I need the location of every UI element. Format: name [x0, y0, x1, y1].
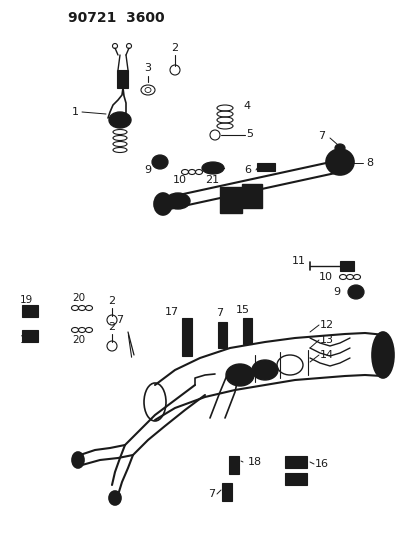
Ellipse shape: [154, 193, 172, 215]
Ellipse shape: [166, 193, 190, 209]
Ellipse shape: [335, 144, 345, 152]
Text: 15: 15: [236, 305, 250, 315]
Text: 3: 3: [145, 63, 152, 73]
Text: 7: 7: [208, 489, 216, 499]
Text: 9: 9: [333, 287, 341, 297]
Ellipse shape: [202, 162, 224, 174]
Text: 18: 18: [248, 457, 262, 467]
Text: 9: 9: [145, 165, 152, 175]
Bar: [285, 473, 307, 485]
Bar: [218, 322, 227, 348]
Bar: [22, 305, 38, 317]
Text: 2: 2: [108, 296, 116, 306]
Text: 14: 14: [320, 350, 334, 360]
Bar: [220, 187, 242, 213]
Text: 20: 20: [72, 335, 85, 345]
Ellipse shape: [372, 332, 394, 378]
Text: 10: 10: [173, 175, 187, 185]
Ellipse shape: [326, 149, 354, 175]
Text: 1: 1: [72, 107, 78, 117]
Bar: [117, 70, 128, 88]
Ellipse shape: [348, 285, 364, 299]
Bar: [182, 318, 192, 356]
Text: 13: 13: [320, 335, 334, 345]
Text: 90721  3600: 90721 3600: [68, 11, 164, 25]
Text: 7: 7: [116, 315, 124, 325]
Text: 19: 19: [20, 295, 33, 305]
Bar: [243, 318, 252, 344]
Text: 6: 6: [244, 165, 252, 175]
Text: 5: 5: [246, 129, 253, 139]
Text: 7: 7: [217, 308, 223, 318]
Ellipse shape: [226, 364, 254, 386]
Text: 19: 19: [20, 335, 33, 345]
Ellipse shape: [152, 155, 168, 169]
Bar: [285, 456, 307, 468]
Text: 8: 8: [366, 158, 374, 168]
Text: 2: 2: [108, 322, 116, 332]
Bar: [22, 330, 38, 342]
Text: 4: 4: [244, 101, 250, 111]
Ellipse shape: [72, 452, 84, 468]
Ellipse shape: [109, 112, 131, 128]
Text: 20: 20: [72, 293, 85, 303]
Text: 21: 21: [205, 175, 219, 185]
Ellipse shape: [109, 491, 121, 505]
Text: 2: 2: [171, 43, 179, 53]
Text: 12: 12: [320, 320, 334, 330]
Text: 11: 11: [292, 256, 306, 266]
Text: 7: 7: [318, 131, 326, 141]
Bar: [242, 184, 262, 208]
Bar: [222, 483, 232, 501]
Text: 10: 10: [319, 272, 333, 282]
Bar: [229, 456, 239, 474]
Ellipse shape: [252, 360, 278, 380]
Text: 17: 17: [165, 307, 179, 317]
Bar: [257, 163, 275, 171]
Bar: [340, 261, 354, 271]
Text: 16: 16: [315, 459, 329, 469]
